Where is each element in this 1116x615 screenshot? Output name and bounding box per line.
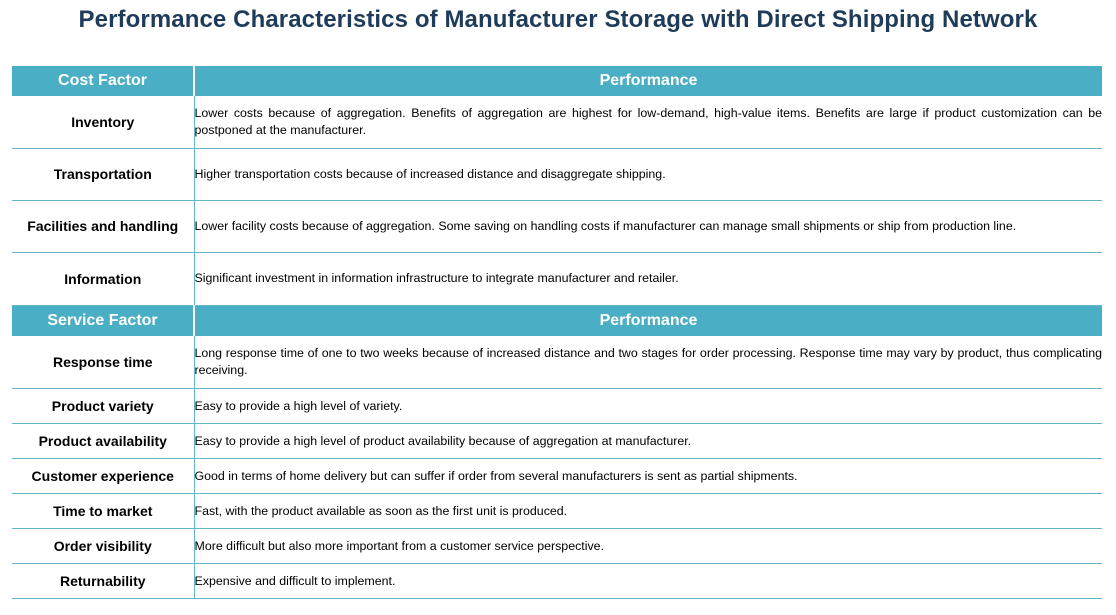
service-header-row: Service Factor Performance [12, 305, 1102, 336]
cost-performance-header: Performance [194, 66, 1102, 96]
table-row: Information Significant investment in in… [12, 252, 1102, 306]
performance-cell: Lower facility costs because of aggregat… [194, 200, 1102, 253]
table-row: Transportation Higher transportation cos… [12, 148, 1102, 201]
table-row: Product variety Easy to provide a high l… [12, 388, 1102, 424]
service-factor-header: Service Factor [12, 305, 195, 336]
service-performance-header: Performance [194, 305, 1102, 336]
performance-cell: Higher transportation costs because of i… [194, 148, 1102, 201]
cost-factor-header: Cost Factor [12, 66, 195, 96]
performance-cell: Good in terms of home delivery but can s… [194, 458, 1102, 494]
performance-cell: Expensive and difficult to implement. [194, 563, 1102, 599]
table-row: Facilities and handling Lower facility c… [12, 200, 1102, 253]
performance-cell: More difficult but also more important f… [194, 528, 1102, 564]
performance-cell: Easy to provide a high level of variety. [194, 388, 1102, 424]
factor-cell: Facilities and handling [12, 200, 195, 253]
performance-cell: Significant investment in information in… [194, 252, 1102, 306]
performance-cell: Fast, with the product available as soon… [194, 493, 1102, 529]
factor-cell: Order visibility [12, 528, 195, 564]
performance-table: Cost Factor Performance Inventory Lower … [12, 66, 1102, 599]
factor-cell: Returnability [12, 563, 195, 599]
table-row: Order visibility More difficult but also… [12, 528, 1102, 564]
table-row: Customer experience Good in terms of hom… [12, 458, 1102, 494]
performance-cell: Lower costs because of aggregation. Bene… [194, 96, 1102, 149]
cost-header-row: Cost Factor Performance [12, 66, 1102, 96]
table-row: Product availability Easy to provide a h… [12, 423, 1102, 459]
table-row: Inventory Lower costs because of aggrega… [12, 96, 1102, 149]
table-row: Time to market Fast, with the product av… [12, 493, 1102, 529]
performance-cell: Easy to provide a high level of product … [194, 423, 1102, 459]
factor-cell: Product variety [12, 388, 195, 424]
factor-cell: Product availability [12, 423, 195, 459]
factor-cell: Information [12, 252, 195, 306]
factor-cell: Transportation [12, 148, 195, 201]
table-row: Response time Long response time of one … [12, 335, 1102, 389]
factor-cell: Response time [12, 335, 195, 389]
performance-cell: Long response time of one to two weeks b… [194, 335, 1102, 389]
factor-cell: Inventory [12, 96, 195, 149]
page-title: Performance Characteristics of Manufactu… [78, 6, 1038, 33]
table-row: Returnability Expensive and difficult to… [12, 563, 1102, 599]
factor-cell: Customer experience [12, 458, 195, 494]
factor-cell: Time to market [12, 493, 195, 529]
